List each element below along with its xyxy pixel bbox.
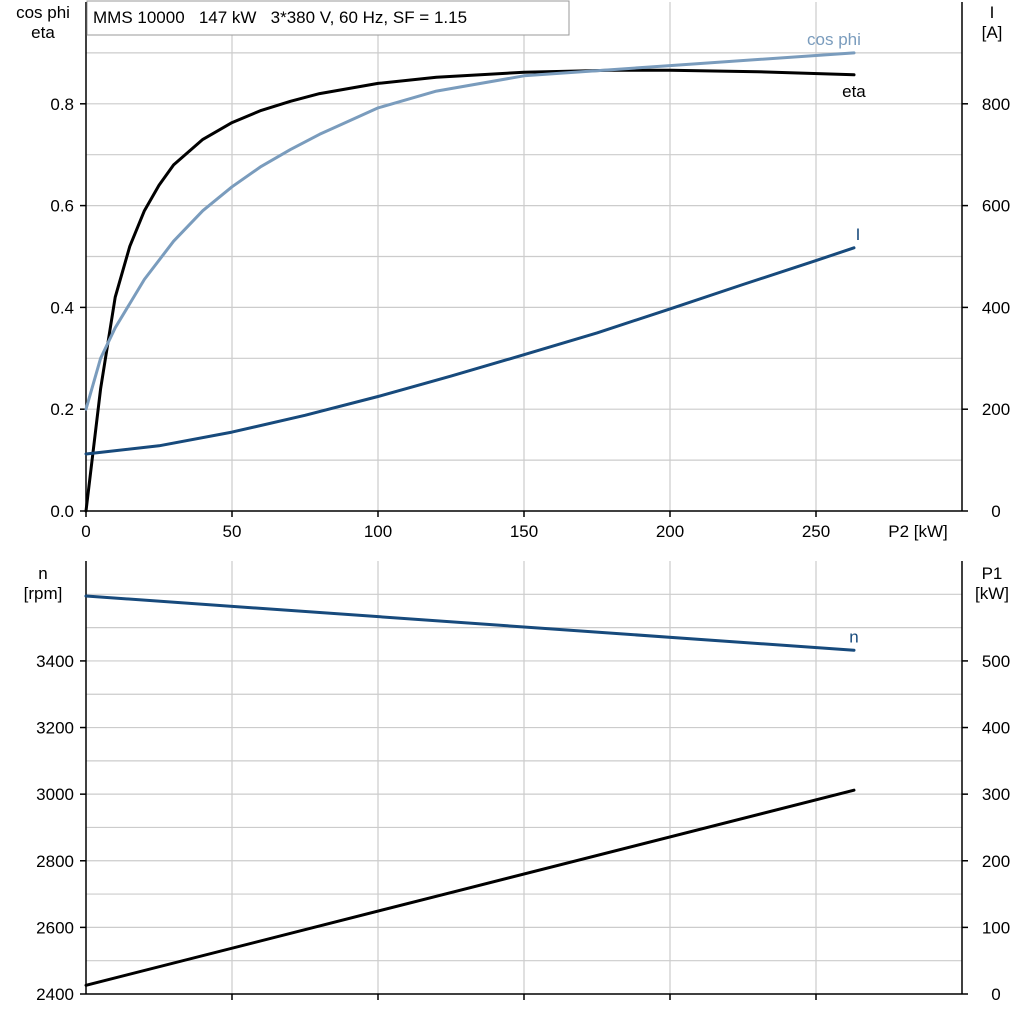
series-label-n: n	[849, 627, 858, 646]
right-tick-label: 800	[982, 95, 1010, 114]
left-tick-label: 0.6	[50, 197, 74, 216]
right-tick-label: 300	[982, 785, 1010, 804]
left-tick-label: 3200	[36, 719, 74, 738]
x-tick-label: 0	[81, 522, 90, 541]
right-tick-label: 100	[982, 918, 1010, 937]
left-tick-label: 0.8	[50, 95, 74, 114]
right-tick-label: 400	[982, 298, 1010, 317]
right-tick-label: 400	[982, 719, 1010, 738]
bottom-panel: 2400 2600 2800 3000 3200 3400 0 100 200 300 400 500…	[24, 561, 1010, 1004]
left-tick-label: 2400	[36, 985, 74, 1004]
series-line-p1	[84, 788, 856, 987]
left-tick-label: 3000	[36, 785, 74, 804]
top-panel: 0.0 0.2 0.4 0.6 0.8 0 200 400 600 800 0 50 100 150 200…	[16, 2, 1010, 541]
x-tick-label: 150	[510, 522, 538, 541]
right-tick-label: 500	[982, 652, 1010, 671]
right-tick-label: 0	[991, 985, 1000, 1004]
right-axis-label: [A]	[982, 23, 1003, 42]
x-tick-label: 50	[223, 522, 242, 541]
right-axis-label: [kW]	[975, 584, 1009, 603]
left-axis-label: cos phi	[16, 3, 70, 22]
x-tick-label: 100	[364, 522, 392, 541]
left-tick-label: 0.2	[50, 400, 74, 419]
left-tick-label: 0.4	[50, 298, 74, 317]
series-label-cos-phi: cos phi	[807, 30, 861, 49]
x-axis-label: P2 [kW]	[888, 522, 948, 541]
series-line-i	[84, 246, 856, 456]
left-axis-label: n	[38, 564, 47, 583]
x-tick-label: 200	[656, 522, 684, 541]
left-tick-label: 0.0	[50, 502, 74, 521]
right-axis-label: P1	[982, 564, 1003, 583]
right-axis-label: I	[990, 3, 995, 22]
left-axis-label: eta	[31, 23, 55, 42]
title-text: MMS 10000 147 kW 3*380 V, 60 Hz, SF = 1.…	[93, 8, 467, 27]
left-tick-label: 2600	[36, 918, 74, 937]
series-line-cos-phi	[84, 51, 856, 411]
series-label-eta: eta	[842, 82, 866, 101]
title-box: MMS 10000 147 kW 3*380 V, 60 Hz, SF = 1.…	[86, 0, 570, 36]
series-label-i: I	[856, 225, 861, 244]
right-tick-label: 600	[982, 197, 1010, 216]
left-axis-label: [rpm]	[24, 584, 63, 603]
right-tick-label: 0	[991, 502, 1000, 521]
right-tick-label: 200	[982, 852, 1010, 871]
right-tick-label: 200	[982, 400, 1010, 419]
x-tick-label: 250	[802, 522, 830, 541]
left-tick-label: 2800	[36, 852, 74, 871]
series-line-n	[84, 594, 856, 652]
series-line-eta	[84, 68, 856, 513]
left-tick-label: 3400	[36, 652, 74, 671]
